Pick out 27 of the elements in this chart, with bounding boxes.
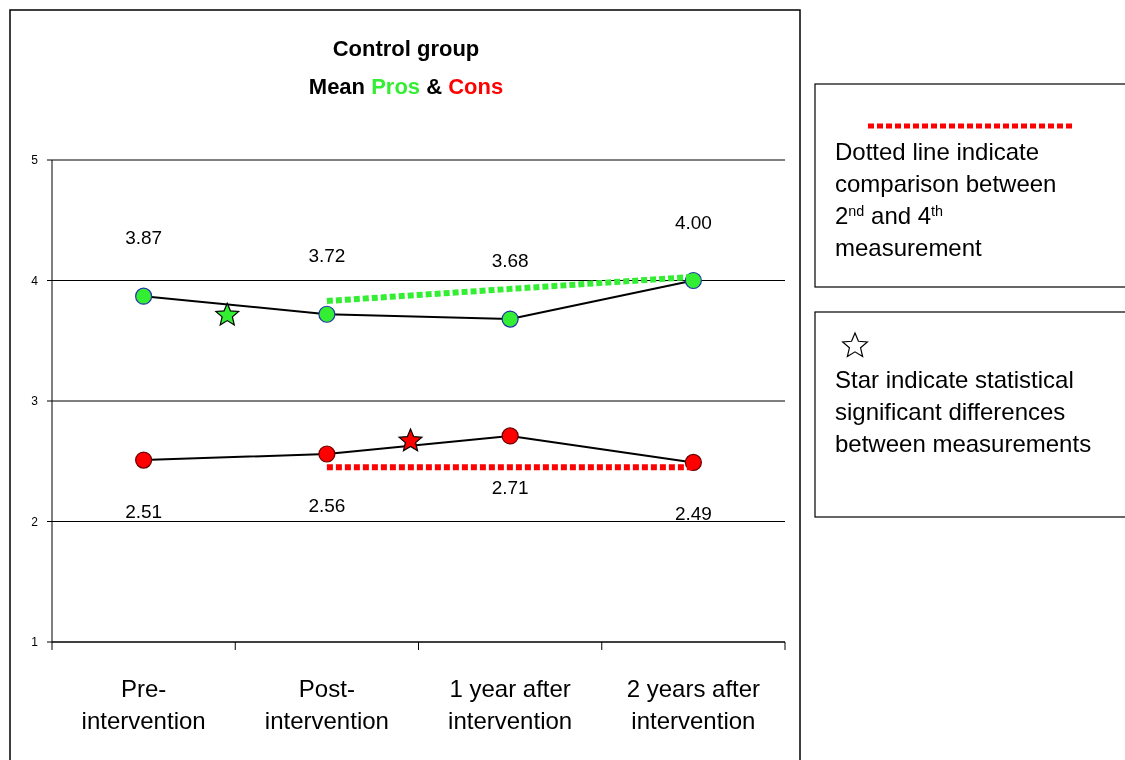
data-label: 2.56	[308, 495, 346, 517]
y-tick-label: 5	[31, 153, 39, 167]
chart-title: Control group	[332, 36, 480, 61]
point	[501, 427, 519, 445]
x-tick-label: 1 year after intervention	[448, 675, 573, 734]
x-tick-label: Pre-intervention	[81, 675, 206, 734]
y-tick-label: 2	[31, 514, 39, 529]
data-label: 3.68	[491, 250, 529, 272]
y-tick-label: 3	[31, 394, 39, 408]
point	[135, 287, 153, 305]
y-tick-label: 1	[31, 635, 39, 649]
chart-subtitle: Mean Pros & Cons	[308, 74, 504, 99]
data-label: 2.71	[491, 476, 529, 498]
data-label: 3.87	[125, 227, 163, 249]
text: Star indicate statistical significant differences between measurements	[835, 366, 1092, 457]
data-label: 2.51	[125, 501, 163, 523]
data-label: 2.49	[674, 503, 712, 525]
x-tick-label: Post-intervention	[264, 675, 389, 734]
point	[135, 451, 153, 469]
point	[318, 305, 336, 323]
x-tick-label: 2 years after intervention	[626, 675, 761, 734]
data-label: 3.72	[308, 245, 346, 267]
point	[318, 445, 336, 463]
point	[501, 310, 519, 328]
text: Dotted line indicate comparison between 2$^{nd}$ and 4$^{th}$ measurement	[835, 138, 1057, 261]
y-tick-label: 4	[31, 273, 39, 288]
data-label: 4.00	[674, 211, 712, 233]
